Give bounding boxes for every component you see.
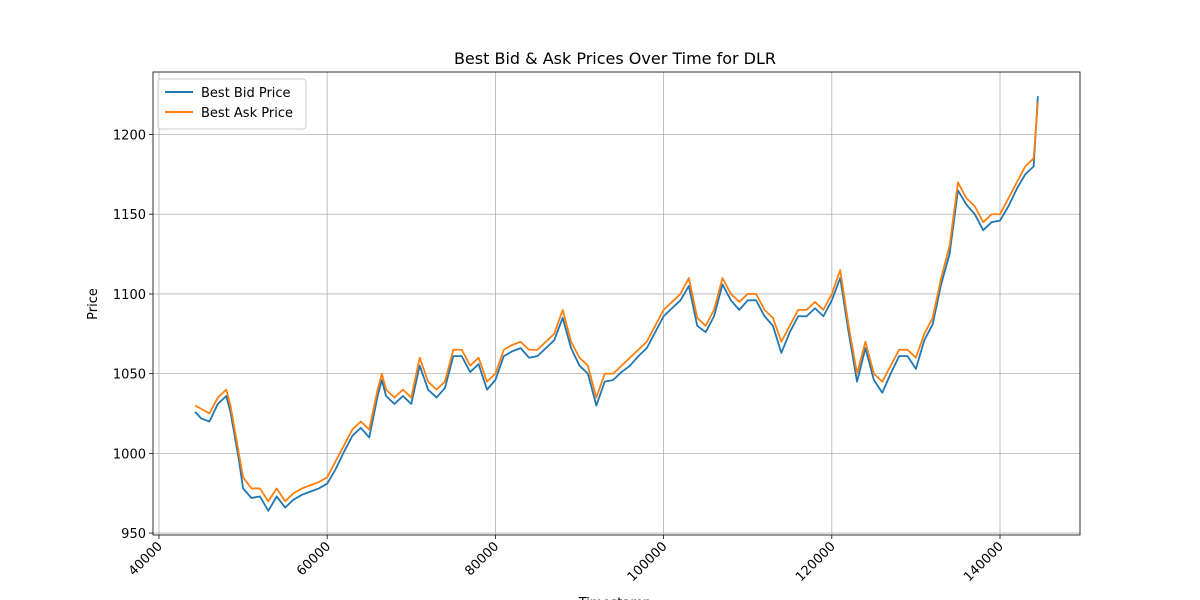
plot-frame: [152, 71, 1081, 536]
x-tick-label: 60000: [294, 539, 334, 579]
legend-box: [157, 78, 307, 130]
series-line: [194, 96, 1039, 512]
x-tick-label: 40000: [126, 539, 166, 579]
x-tick-label: 120000: [793, 539, 839, 585]
legend: Best Bid Price Best Ask Price: [157, 78, 307, 130]
x-tick-label: 100000: [625, 539, 671, 585]
y-tick-label: 950: [121, 527, 146, 542]
x-axis-label: Timestamp: [578, 596, 652, 600]
y-axis-label: Price: [86, 288, 101, 320]
y-tick-label: 1100: [113, 288, 146, 303]
y-tick-label: 1150: [113, 208, 146, 223]
x-tick-label: 80000: [462, 539, 502, 579]
series-line: [194, 102, 1039, 503]
chart-title: Best Bid & Ask Prices Over Time for DLR: [454, 49, 776, 68]
x-tick-label: 140000: [961, 539, 1007, 585]
y-tick-label: 1050: [113, 368, 146, 383]
legend-label: Best Ask Price: [201, 106, 293, 121]
legend-label: Best Bid Price: [201, 86, 291, 101]
y-tick-label: 1000: [113, 447, 146, 462]
y-tick-label: 1200: [113, 128, 146, 143]
